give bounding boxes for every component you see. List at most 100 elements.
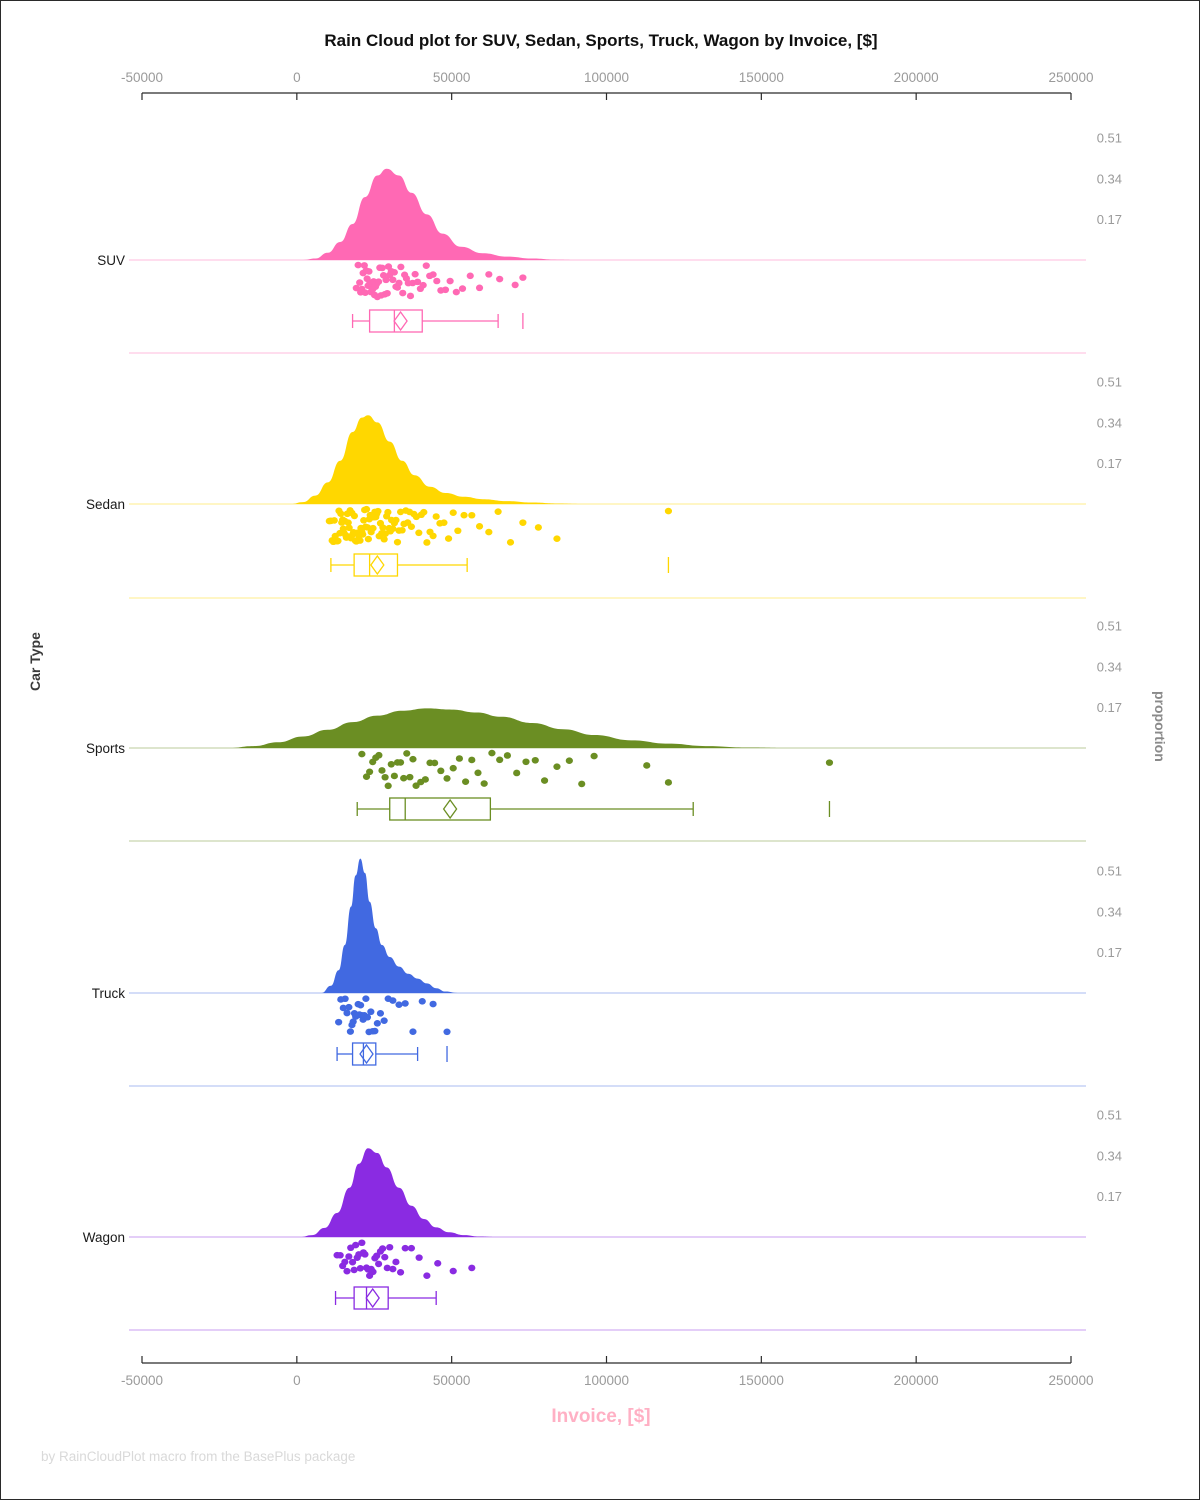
data-point (366, 768, 374, 776)
page-title: Rain Cloud plot for SUV, Sedan, Sports, … (324, 31, 878, 50)
data-point (474, 769, 482, 777)
data-point (407, 1244, 416, 1252)
data-point (343, 1267, 351, 1275)
data-point (392, 516, 400, 524)
data-point (389, 1265, 397, 1273)
data-point (578, 780, 586, 788)
footer-credit: by RainCloudPlot macro from the BasePlus… (41, 1449, 356, 1464)
data-point (363, 1013, 372, 1021)
x-tick-label: 200000 (894, 70, 939, 85)
data-point (403, 750, 411, 757)
data-point (389, 997, 397, 1004)
data-point (485, 271, 493, 278)
data-point (519, 519, 527, 526)
data-point (330, 517, 338, 524)
data-point (458, 285, 467, 292)
data-point (468, 756, 476, 764)
data-point (449, 764, 457, 772)
data-point (380, 1017, 388, 1024)
data-point (454, 527, 462, 535)
data-point (418, 998, 426, 1005)
data-point (379, 524, 387, 531)
data-point (462, 778, 470, 785)
data-point (429, 271, 437, 278)
data-point (531, 756, 539, 764)
x-tick-label: 150000 (739, 70, 784, 85)
x-tick-label: 50000 (433, 1373, 471, 1388)
data-point (411, 270, 419, 278)
density-cloud (303, 168, 576, 260)
data-point (475, 523, 484, 530)
data-point (441, 286, 450, 294)
mean-diamond (359, 1043, 374, 1065)
x-axis-bottom: -50000 0 50000 100000 150000 200000 250000 (121, 1356, 1094, 1388)
data-point (443, 775, 451, 782)
data-point (344, 519, 352, 526)
data-point (434, 1260, 442, 1267)
data-point (468, 1264, 476, 1272)
data-point (364, 535, 372, 543)
category-panel-suv: SUV 0.17 0.34 0.51 (97, 131, 1122, 354)
data-point (350, 1266, 358, 1274)
data-point (553, 763, 561, 770)
data-point (460, 511, 468, 519)
data-point (449, 509, 457, 516)
data-point (397, 263, 405, 271)
data-point (356, 279, 364, 286)
x-tick-label: 250000 (1048, 1373, 1093, 1388)
data-point (415, 529, 423, 537)
category-label-sedan: Sedan (86, 497, 125, 512)
data-point (506, 539, 515, 546)
data-point (440, 519, 448, 526)
data-point (362, 995, 370, 1002)
proportion-tick-label: 0.51 (1097, 1108, 1122, 1123)
data-point (381, 773, 389, 781)
data-point (389, 525, 397, 533)
data-point (339, 1004, 347, 1012)
data-point (446, 277, 454, 285)
data-point (553, 535, 561, 542)
proportion-tick-label: 0.34 (1097, 415, 1122, 430)
rain-dots (335, 995, 451, 1036)
data-point (466, 272, 474, 280)
box-iqr (353, 553, 399, 577)
data-point (393, 538, 402, 546)
data-point (452, 288, 460, 296)
data-point (345, 1253, 353, 1260)
data-point (343, 1009, 351, 1017)
data-point (444, 535, 453, 542)
data-point (513, 769, 521, 777)
data-point (398, 526, 406, 534)
data-point (401, 1244, 409, 1252)
mean-diamond (442, 798, 458, 820)
data-point (431, 759, 439, 767)
data-point (396, 1269, 405, 1276)
y-axis-label: Car Type (27, 632, 43, 691)
data-point (383, 1264, 391, 1272)
data-point (357, 1001, 365, 1009)
data-point (346, 1028, 355, 1035)
data-point (361, 1251, 369, 1258)
x-tick-label: 0 (293, 1373, 301, 1388)
data-point (396, 759, 405, 766)
x-tick-label: 200000 (894, 1373, 939, 1388)
box-iqr (351, 1042, 377, 1066)
proportion-tick-label: 0.51 (1097, 375, 1122, 390)
data-point (374, 1260, 383, 1268)
box-iqr (389, 797, 492, 821)
data-point (337, 510, 345, 517)
data-point (361, 289, 369, 296)
data-point (480, 780, 488, 787)
data-point (365, 268, 373, 275)
data-point (341, 995, 349, 1003)
data-point (335, 1018, 343, 1026)
data-point (362, 505, 371, 513)
data-point (468, 511, 476, 519)
data-point (345, 524, 353, 532)
data-point (429, 1000, 437, 1008)
data-point (387, 760, 395, 768)
data-point (423, 539, 431, 546)
category-panel-wagon: Wagon 0.17 0.34 0.51 (83, 1108, 1122, 1331)
data-point (420, 508, 428, 516)
data-point (522, 758, 530, 766)
